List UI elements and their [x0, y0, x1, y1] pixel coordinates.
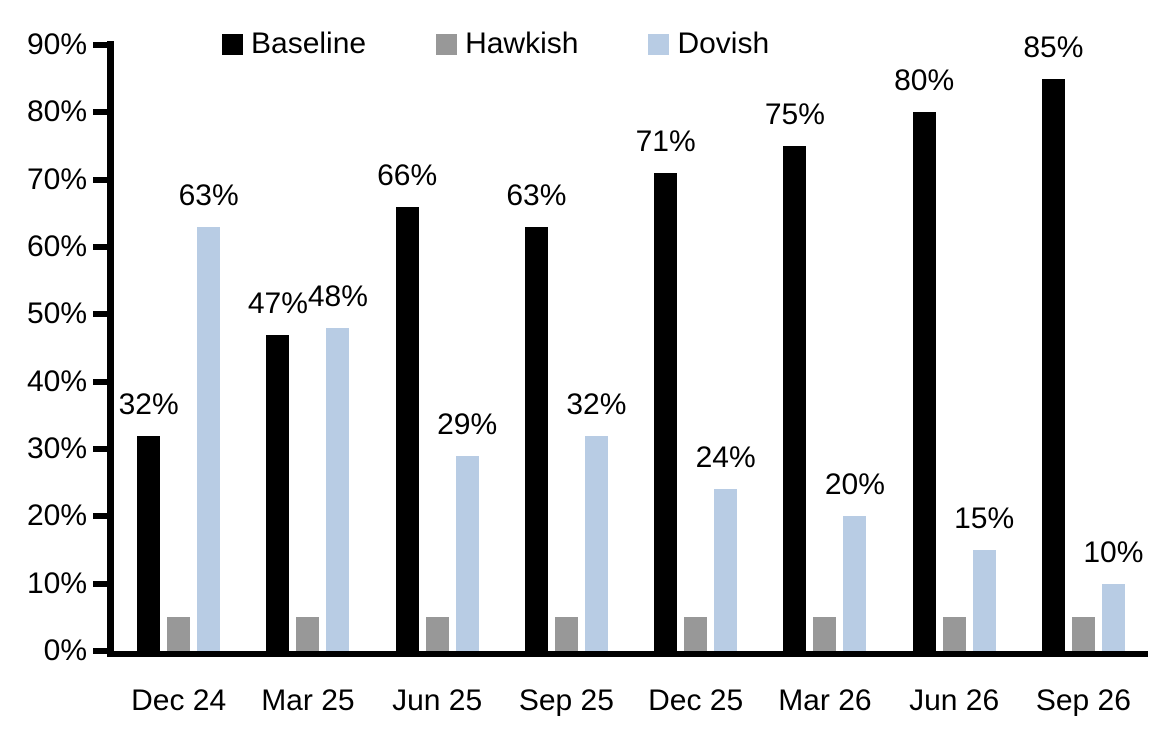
y-axis-tick: [93, 513, 108, 520]
y-axis-tick-label: 20%: [26, 499, 87, 533]
bar-dovish-jun-25: 29%: [437, 408, 497, 651]
x-axis-category-label: Dec 24: [131, 684, 227, 717]
bar-baseline-sep-25: 63%: [506, 179, 566, 651]
bar-baseline-mar-26: 75%: [765, 98, 825, 651]
bar-value-label: 32%: [566, 388, 627, 421]
y-axis-tick-label: 90%: [26, 28, 87, 61]
bar-group-jun-25: 66% 29%: [373, 45, 502, 651]
legend-swatch-dovish: [648, 33, 670, 55]
bar-value-label: 10%: [1083, 536, 1144, 569]
bar-baseline-mar-25: 47%: [248, 287, 308, 651]
x-axis-category-labels: Dec 24 Mar 25 Jun 25 Sep 25 Dec 25 Mar 26 Jun …: [114, 684, 1148, 718]
y-axis-tick: [93, 648, 108, 654]
bar-value-label: 66%: [377, 159, 438, 192]
y-axis-tick: [93, 446, 108, 452]
bar-value-label: 63%: [506, 179, 567, 212]
bar-group-dec-24: 32% 63%: [114, 45, 243, 651]
y-axis-tick: [93, 311, 108, 318]
bar-hawkish-jun-25: [425, 617, 449, 651]
bar-hawkish-jun-26: [942, 617, 966, 651]
bar-value-label: 15%: [954, 502, 1015, 535]
legend-swatch-hawkish: [436, 33, 458, 55]
y-axis-tick: [93, 176, 108, 183]
x-axis-category-label: Jun 25: [392, 684, 483, 717]
bar-dovish-sep-26: 10%: [1083, 536, 1143, 651]
bar-hawkish-sep-25: [554, 617, 578, 651]
bar-value-label: 29%: [437, 408, 498, 441]
bar-baseline-sep-26: 85%: [1023, 31, 1083, 651]
legend-item-hawkish: Hawkish: [436, 27, 578, 61]
legend-label-baseline: Baseline: [251, 27, 367, 60]
legend-label-dovish: Dovish: [677, 27, 770, 60]
bar-value-label: 80%: [894, 64, 955, 97]
x-axis-line: [107, 651, 1148, 657]
y-axis-line: [107, 41, 114, 657]
bar-baseline-dec-25: 71%: [636, 125, 696, 651]
bar-baseline-jun-26: 80%: [894, 64, 954, 651]
bar-hawkish-dec-24: [167, 617, 191, 651]
y-axis-tick: [93, 244, 108, 250]
x-axis-category-label: Dec 25: [648, 684, 744, 717]
legend-item-baseline: Baseline: [222, 27, 366, 61]
legend-label-hawkish: Hawkish: [465, 27, 579, 60]
bar-group-sep-26: 85% 10%: [1019, 31, 1148, 651]
y-axis-tick-label: 50%: [26, 297, 87, 331]
y-axis-tick-label: 0%: [43, 634, 87, 667]
y-axis-tick-label: 10%: [26, 566, 87, 600]
bar-dovish-dec-24: 63%: [179, 179, 239, 651]
bar-baseline-dec-24: 32%: [119, 388, 179, 651]
bar-value-label: 71%: [635, 125, 696, 158]
y-axis-tick-label: 60%: [26, 230, 87, 263]
bar-value-label: 47%: [247, 287, 308, 320]
y-axis-tick: [93, 378, 108, 385]
x-axis-category-label: Jun 26: [909, 684, 1000, 717]
bar-dovish-dec-25: 24%: [696, 441, 756, 651]
bar-dovish-mar-26: 20%: [825, 468, 885, 651]
y-axis-tick-label: 40%: [26, 364, 87, 398]
bar-group-mar-25: 47% 48%: [243, 45, 372, 651]
y-axis-tick-label: 70%: [26, 162, 87, 196]
x-axis-category-label: Sep 26: [1035, 684, 1131, 717]
chart-legend: Baseline Hawkish Dovish: [222, 27, 769, 61]
bar-hawkish-sep-26: [1071, 617, 1095, 651]
bar-value-label: 75%: [764, 98, 825, 131]
bar-group-dec-25: 71% 24%: [631, 45, 760, 651]
bar-dovish-jun-26: 15%: [954, 502, 1014, 651]
plot-area: 32% 63% 47% 48% 66% 29% 63% 32% 71% 24% 75% 20% 80% 1…: [114, 31, 1148, 651]
y-axis-tick-label: 80%: [26, 95, 87, 129]
y-axis-tick-label: 30%: [26, 432, 87, 465]
y-axis-tick: [93, 42, 108, 48]
bar-value-label: 48%: [307, 280, 368, 313]
legend-swatch-baseline: [222, 33, 243, 55]
bar-group-jun-26: 80% 15%: [890, 45, 1019, 651]
bar-hawkish-mar-25: [296, 617, 320, 651]
y-axis-tick: [93, 580, 108, 587]
bar-group-mar-26: 75% 20%: [760, 45, 889, 651]
bar-baseline-jun-25: 66%: [377, 159, 437, 651]
bar-dovish-sep-25: 32%: [566, 388, 626, 651]
y-axis-tick: [93, 109, 108, 116]
bar-hawkish-dec-25: [684, 617, 708, 651]
bar-dovish-mar-25: 48%: [308, 280, 368, 651]
bar-group-sep-25: 63% 32%: [502, 45, 631, 651]
bar-hawkish-mar-26: [813, 617, 837, 651]
x-axis-category-label: Sep 25: [518, 684, 614, 717]
bar-value-label: 20%: [824, 468, 885, 501]
bar-value-label: 63%: [178, 179, 239, 212]
x-axis-category-label: Mar 26: [778, 684, 872, 717]
legend-item-dovish: Dovish: [648, 27, 769, 61]
bar-value-label: 85%: [1023, 31, 1084, 64]
bar-value-label: 24%: [695, 441, 756, 474]
x-axis-category-label: Mar 25: [261, 684, 355, 717]
bar-value-label: 32%: [118, 388, 179, 421]
